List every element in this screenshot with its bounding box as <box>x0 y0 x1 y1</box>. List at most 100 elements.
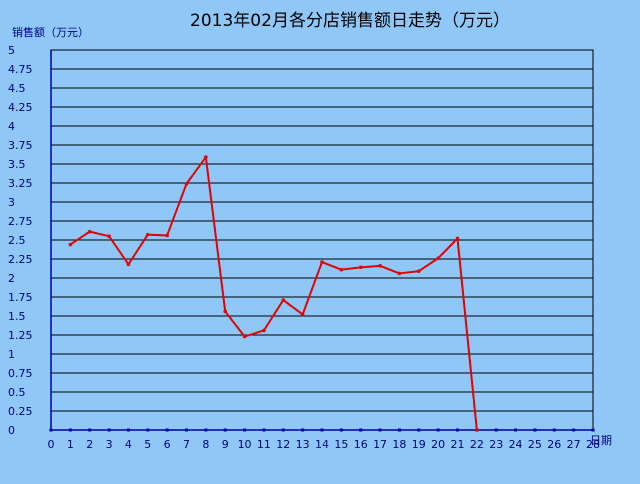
data-point <box>455 236 460 241</box>
x-tick-label: 4 <box>125 438 132 451</box>
x-tick-mark <box>552 428 556 432</box>
data-point <box>339 267 344 272</box>
x-tick-label: 14 <box>315 438 329 451</box>
y-tick-label: 5 <box>8 44 15 57</box>
x-tick-label: 25 <box>528 438 542 451</box>
data-point <box>320 260 324 264</box>
x-tick-label: 27 <box>567 438 581 451</box>
x-tick-label: 26 <box>547 438 561 451</box>
data-point <box>358 265 363 270</box>
y-tick-label: 2.75 <box>8 215 33 228</box>
data-point <box>145 232 150 237</box>
axes <box>49 49 595 432</box>
x-tick-mark <box>185 428 188 432</box>
x-tick-mark <box>243 428 247 432</box>
x-tick-mark <box>514 428 518 432</box>
x-tick-label: 13 <box>296 438 310 451</box>
grid-lines <box>51 49 593 431</box>
y-tick-label: 4.75 <box>8 63 33 76</box>
y-tick-label: 1.5 <box>8 310 26 323</box>
y-tick-label: 0 <box>8 424 15 437</box>
x-tick-mark <box>68 428 72 432</box>
x-tick-label: 7 <box>183 438 190 451</box>
y-tick-label: 3.25 <box>8 177 33 190</box>
data-point <box>107 234 111 238</box>
x-tick-mark <box>223 428 227 432</box>
sales-series <box>68 155 479 432</box>
data-point <box>281 298 286 302</box>
x-tick-mark <box>397 428 401 432</box>
x-tick-label: 11 <box>257 438 271 451</box>
x-tick-mark <box>533 428 537 432</box>
y-tick-label: 1 <box>8 348 15 361</box>
y-axis-label: 销售额（万元） <box>12 25 89 39</box>
y-tick-labels: 0 0.25 0.5 0.75 1 1.25 1.5 1.75 2 2.25 2.5 2.75 3 3.2… <box>8 44 33 437</box>
x-tick-label: 23 <box>489 438 503 451</box>
y-tick-label: 3.75 <box>8 139 33 152</box>
x-tick-mark <box>436 428 440 432</box>
x-tick-mark <box>494 428 498 432</box>
y-tick-label: 4.5 <box>8 82 26 95</box>
x-tick-mark <box>281 428 285 432</box>
series-line <box>69 156 478 431</box>
x-tick-label: 8 <box>202 438 209 451</box>
x-tick-label: 5 <box>144 438 151 451</box>
x-tick-mark <box>301 428 305 432</box>
data-point <box>165 233 169 238</box>
y-tick-label: 2 <box>8 272 15 285</box>
x-tick-label: 15 <box>334 438 348 451</box>
x-tick-label: 21 <box>451 438 465 451</box>
data-point <box>204 155 208 159</box>
data-point <box>416 269 421 273</box>
x-tick-label: 1 <box>67 438 74 451</box>
data-point <box>242 334 247 339</box>
x-tick-label: 28 <box>586 438 600 451</box>
data-point <box>436 256 440 261</box>
x-tick-mark <box>417 428 421 432</box>
y-tick-label: 3 <box>8 196 15 209</box>
x-tick-label: 18 <box>392 438 406 451</box>
chart-title: 2013年02月各分店销售额日走势（万元） <box>190 11 510 31</box>
x-tick-mark <box>88 428 92 432</box>
x-tick-mark <box>107 428 111 432</box>
x-tick-mark <box>320 428 324 432</box>
x-tick-label: 9 <box>222 438 229 451</box>
x-tick-label: 0 <box>48 438 55 451</box>
x-axis-label: 日期 <box>590 434 612 447</box>
data-point <box>262 328 266 333</box>
data-point <box>397 271 402 276</box>
x-tick-mark <box>262 428 266 432</box>
y-tick-label: 4.25 <box>8 101 33 114</box>
x-tick-mark <box>339 428 343 432</box>
x-tick-mark <box>456 428 459 432</box>
x-tick-label: 16 <box>354 438 368 451</box>
y-tick-label: 2.5 <box>8 234 26 247</box>
y-tick-label: 2.25 <box>8 253 33 266</box>
x-tick-label: 2 <box>86 438 93 451</box>
y-tick-label: 4 <box>8 120 15 133</box>
x-tick-label: 20 <box>431 438 445 451</box>
x-tick-label: 3 <box>106 438 113 451</box>
x-tick-label: 22 <box>470 438 484 451</box>
x-tick-label: 24 <box>509 438 523 451</box>
data-point <box>475 428 479 432</box>
y-tick-label: 3.5 <box>8 158 26 171</box>
x-tick-mark <box>204 428 208 432</box>
x-tick-mark <box>378 428 382 432</box>
y-tick-label: 1.75 <box>8 291 33 304</box>
x-tick-label: 17 <box>373 438 387 451</box>
data-point <box>126 262 131 267</box>
data-point <box>223 309 228 314</box>
y-tick-label: 0.5 <box>8 386 26 399</box>
x-tick-label: 12 <box>276 438 290 451</box>
x-tick-mark <box>49 428 53 432</box>
x-tick-mark <box>591 428 595 432</box>
x-tick-labels: 0 1 2 3 4 5 6 7 8 9 10 11 12 13 14 15 16 17 18 19 20 21 22 23 24… <box>48 438 601 451</box>
x-tick-label: 19 <box>412 438 426 451</box>
x-tick-mark <box>126 428 130 432</box>
y-tick-label: 0.75 <box>8 367 33 380</box>
x-tick-mark <box>165 428 169 432</box>
x-tick-label: 10 <box>238 438 252 451</box>
x-tick-label: 6 <box>164 438 171 451</box>
